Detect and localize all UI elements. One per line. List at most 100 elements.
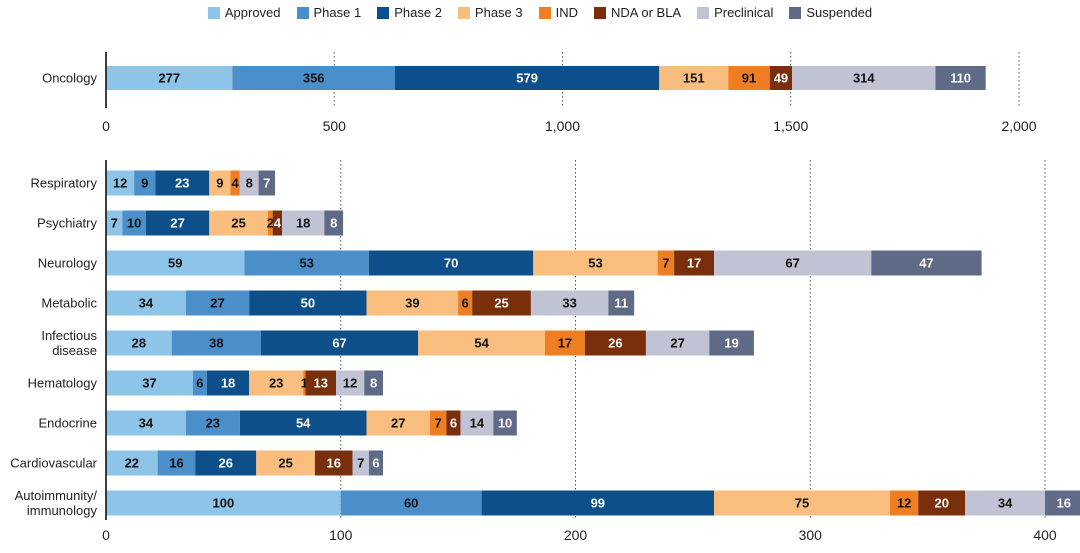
data-label: 67 — [785, 256, 799, 271]
legend-item: Approved — [207, 5, 281, 20]
bar-segment — [239, 170, 259, 196]
data-label: 99 — [591, 496, 605, 511]
bar-segment — [106, 250, 245, 276]
bar-segment — [209, 210, 268, 236]
data-label: 10 — [498, 416, 512, 431]
tick-label: 300 — [799, 527, 823, 543]
data-label: 70 — [444, 256, 458, 271]
data-label: 54 — [474, 336, 489, 351]
data-label: 67 — [332, 336, 346, 351]
tick-label: 100 — [329, 527, 353, 543]
data-label: 23 — [206, 416, 220, 431]
bar-segment — [106, 490, 341, 516]
legend-label: Phase 1 — [313, 5, 362, 20]
bar-segment — [792, 66, 936, 90]
data-label: 25 — [494, 296, 508, 311]
bar-segment — [195, 450, 257, 476]
data-label: 53 — [299, 256, 313, 271]
data-label: 356 — [303, 71, 325, 86]
bar-segment — [965, 490, 1045, 516]
bar-segment — [106, 170, 135, 196]
bar-segment — [366, 290, 459, 316]
tick-label: 2,000 — [1001, 118, 1036, 134]
data-label: 23 — [175, 176, 189, 191]
bar-segment — [206, 370, 250, 396]
tick-label: 0 — [102, 118, 110, 134]
legend-label: Phase 2 — [394, 5, 442, 20]
tick-label: 1,000 — [545, 118, 580, 134]
legend-label: NDA or BLA — [611, 5, 682, 20]
tick-label: 500 — [323, 118, 347, 134]
legend-item: NDA or BLA — [594, 5, 681, 20]
data-label: 23 — [269, 376, 283, 391]
tick-label: 200 — [564, 527, 588, 543]
bar-segment — [134, 170, 156, 196]
bar-segment — [368, 450, 384, 476]
bar-segment — [185, 410, 240, 436]
bar-segment — [106, 66, 233, 90]
bar-segment — [493, 410, 517, 436]
data-label: 10 — [127, 216, 141, 231]
category-label: Hematology — [28, 376, 98, 391]
legend-label: IND — [555, 5, 579, 20]
bar-segment — [366, 410, 430, 436]
data-label: 27 — [391, 416, 405, 431]
data-label: 18 — [296, 216, 310, 231]
data-label: 37 — [142, 376, 156, 391]
bar-segment — [460, 410, 494, 436]
data-label: 8 — [370, 376, 377, 391]
data-label: 26 — [608, 336, 622, 351]
bar-segment — [155, 170, 210, 196]
bar-segment — [446, 410, 461, 436]
bar-segment — [157, 450, 196, 476]
data-label: 49 — [774, 71, 788, 86]
legend-swatch — [789, 6, 802, 19]
bar-segment — [352, 450, 369, 476]
legend-label: Suspended — [806, 5, 873, 20]
tick-label: 400 — [1033, 527, 1057, 543]
data-label: 19 — [724, 336, 738, 351]
bar-segment — [714, 490, 891, 516]
bar-segment — [305, 370, 337, 396]
bar-segment — [418, 330, 545, 356]
category-label: disease — [52, 343, 97, 358]
data-label: 38 — [209, 336, 223, 351]
category-label: Cardiovascular — [10, 456, 97, 471]
legend-swatch — [538, 6, 551, 19]
bar-segment — [714, 250, 872, 276]
bar-segment — [256, 450, 315, 476]
data-label: 50 — [301, 296, 315, 311]
bar-segment — [1045, 490, 1080, 516]
data-label: 18 — [221, 376, 235, 391]
category-label: Psychiatry — [37, 216, 97, 231]
bar-segment — [145, 210, 210, 236]
data-label: 54 — [296, 416, 311, 431]
bar-segment — [429, 410, 447, 436]
data-label: 9 — [141, 176, 148, 191]
bar-segment — [303, 370, 306, 396]
legend-label: Approved — [224, 5, 281, 20]
data-label: 16 — [169, 456, 183, 471]
bar-segment — [260, 330, 419, 356]
bar-segment — [530, 290, 609, 316]
data-label: 314 — [853, 71, 875, 86]
data-label: 2 — [267, 216, 274, 231]
legend-swatch — [296, 6, 309, 19]
data-label: 75 — [795, 496, 809, 511]
bar-segment — [645, 330, 710, 356]
legend-item: Phase 2 — [377, 5, 442, 20]
data-label: 7 — [263, 176, 270, 191]
data-label: 7 — [357, 456, 364, 471]
data-label: 39 — [405, 296, 419, 311]
bar-segment — [106, 410, 186, 436]
legend-label: Preclinical — [714, 5, 774, 20]
data-label: 4 — [274, 216, 282, 231]
legend-swatch — [594, 6, 607, 19]
data-label: 25 — [278, 456, 292, 471]
data-label: 14 — [470, 416, 485, 431]
bar-segment — [544, 330, 585, 356]
bar-segment — [249, 290, 367, 316]
bar-segment — [282, 210, 325, 236]
bar-segment — [935, 66, 986, 90]
data-label: 28 — [132, 336, 146, 351]
